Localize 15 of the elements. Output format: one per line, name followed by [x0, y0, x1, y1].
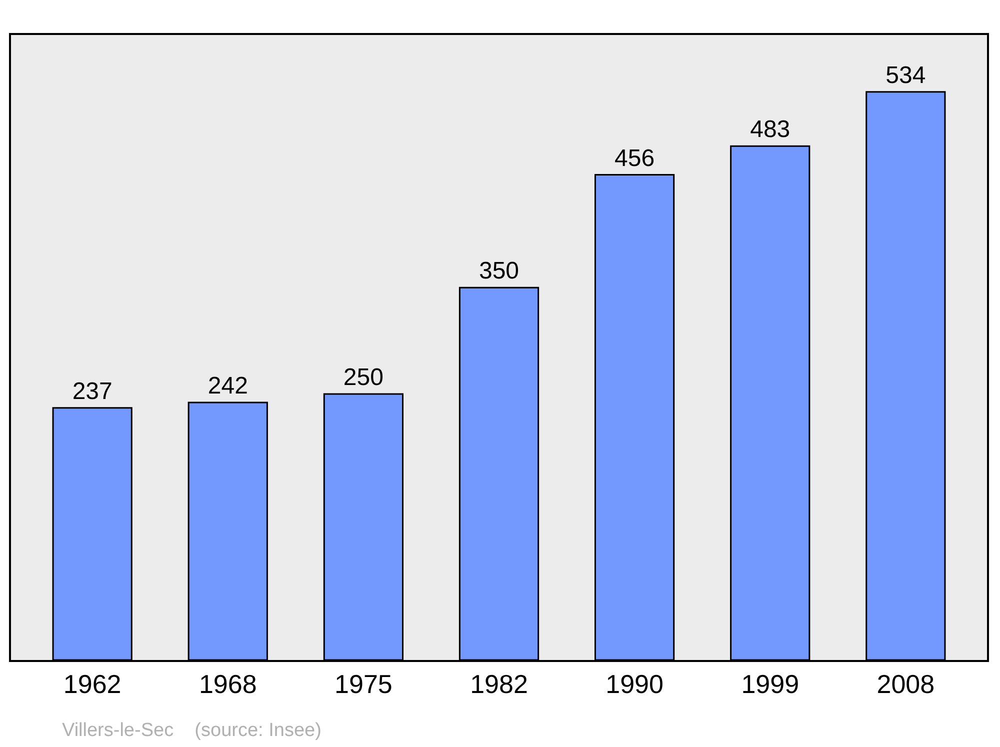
x-tick-label: 2008 — [876, 669, 935, 700]
x-tick-label: 1962 — [63, 669, 122, 700]
data-label: 350 — [478, 258, 520, 285]
x-tick-label: 1982 — [470, 669, 528, 700]
data-label: 456 — [614, 144, 655, 172]
text: Villers-le-Sec (source: Insee) — [62, 720, 322, 741]
data-label: 250 — [343, 364, 384, 391]
x-tick-label: 1975 — [334, 669, 392, 700]
x-tick-label: 1999 — [741, 669, 800, 700]
data-label: 534 — [886, 62, 926, 89]
data-label: 237 — [72, 378, 112, 405]
x-tick-label: 1968 — [198, 669, 257, 700]
x-tick-label: 1990 — [606, 669, 664, 700]
data-label: 483 — [750, 116, 790, 144]
data-label: 242 — [208, 372, 248, 400]
